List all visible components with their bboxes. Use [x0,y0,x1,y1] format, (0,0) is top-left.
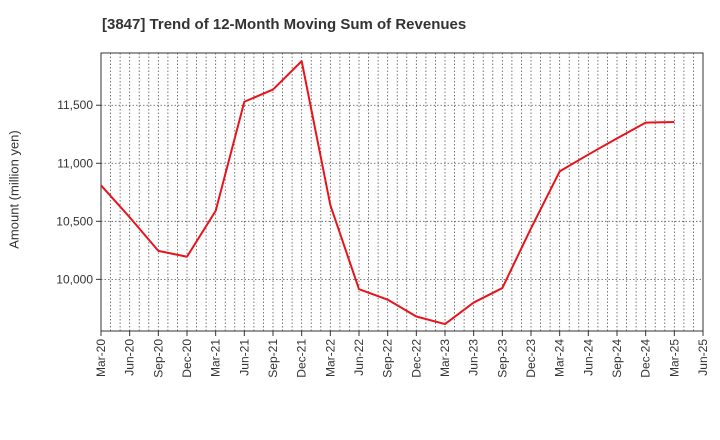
x-tick-label: Sep-23 [495,339,509,378]
x-tick-label: Dec-24 [639,339,653,378]
x-tick-label: Sep-20 [151,339,165,378]
y-tick-label: 10,000 [56,272,93,286]
x-tick-label: Dec-23 [524,339,538,378]
y-tick-label: 10,500 [56,214,93,228]
x-tick-label: Jun-23 [467,339,481,376]
plot-area [101,53,703,331]
x-tick-label: Dec-22 [409,339,423,378]
plot-border [100,52,704,332]
x-tick-label: Mar-24 [553,339,567,377]
x-tick-label: Jun-21 [237,339,251,376]
x-tick-label: Dec-20 [180,339,194,378]
y-tick-label: 11,000 [57,156,93,170]
x-tick-label: Sep-24 [610,339,624,378]
x-tick-label: Jun-22 [352,339,366,376]
y-tick-label: 11,500 [57,98,93,112]
x-tick-label: Mar-22 [323,339,337,377]
x-tick-label: Sep-22 [381,339,395,378]
chart-title: [3847] Trend of 12-Month Moving Sum of R… [102,16,467,33]
x-tick-label: Jun-20 [123,339,137,376]
x-tick-label: Mar-21 [209,339,223,377]
x-tick-label: Mar-23 [438,339,452,377]
x-tick-label: Jun-24 [581,339,595,376]
x-tick-label: Dec-21 [295,339,309,378]
x-tick-label: Mar-20 [94,339,108,377]
x-tick-label: Jun-25 [696,339,710,376]
x-tick-label: Sep-21 [266,339,280,378]
x-tick-label: Mar-25 [667,339,681,377]
